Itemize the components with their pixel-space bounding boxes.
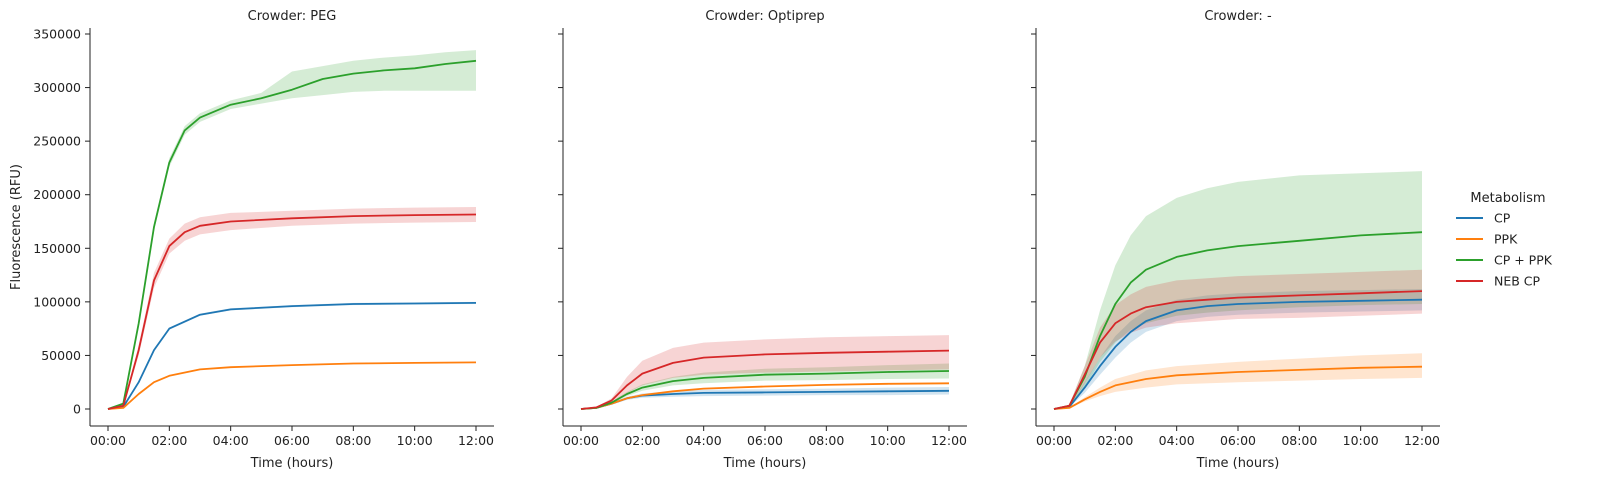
panel-2: Crowder: Optiprep 00:00 02:00 04:00 06:00 08:… xyxy=(558,9,967,471)
legend-label: PPK xyxy=(1494,232,1518,247)
x-tick-label: 12:00 xyxy=(1404,433,1440,448)
x-tick-label: 00:00 xyxy=(90,433,126,448)
x-tick-label: 04:00 xyxy=(213,433,249,448)
x-tick-label: 06:00 xyxy=(747,433,783,448)
y-tick-label: 0 xyxy=(73,402,81,417)
y-tick-label: 50000 xyxy=(41,348,81,363)
x-axis-title: Time (hours) xyxy=(250,456,334,471)
chart-panels: Crowder: PEG 00:00 02:00 04:00 06:00 08:00 10:… xyxy=(9,9,1440,471)
series-line-cp xyxy=(107,302,477,410)
x-tick-label: 06:00 xyxy=(274,433,310,448)
y-tick-label: 200000 xyxy=(33,187,81,202)
y-tick-label: 300000 xyxy=(33,80,81,95)
x-tick-label: 10:00 xyxy=(397,433,433,448)
confidence-band-ppk xyxy=(108,361,476,409)
x-axis-title: Time (hours) xyxy=(1196,456,1280,471)
series-line-cp-ppk xyxy=(107,59,477,410)
confidence-band-neb-cp xyxy=(1054,269,1422,409)
x-tick-label: 08:00 xyxy=(335,433,371,448)
x-tick-label: 02:00 xyxy=(1097,433,1133,448)
x-tick-label: 12:00 xyxy=(931,433,967,448)
y-tick-label: 350000 xyxy=(33,27,81,42)
x-tick-label: 12:00 xyxy=(458,433,494,448)
confidence-band-cp-ppk xyxy=(1054,171,1422,409)
confidence-band-neb-cp xyxy=(581,335,949,409)
legend-label: NEB CP xyxy=(1494,274,1541,289)
y-tick-label: 100000 xyxy=(33,294,81,309)
legend-label: CP xyxy=(1494,211,1511,226)
x-axis-title: Time (hours) xyxy=(723,456,807,471)
x-tick-label: 06:00 xyxy=(1220,433,1256,448)
series-line-neb-cp xyxy=(107,213,477,410)
panel-title: Crowder: PEG xyxy=(248,9,337,24)
series-line-cp-ppk xyxy=(1053,231,1423,410)
confidence-band-ppk xyxy=(1054,353,1422,409)
series-line-ppk xyxy=(107,361,477,410)
confidence-band-cp-ppk xyxy=(581,363,949,409)
x-tick-label: 08:00 xyxy=(808,433,844,448)
x-tick-label: 02:00 xyxy=(624,433,660,448)
panel-title: Crowder: Optiprep xyxy=(705,9,824,24)
confidence-band-cp xyxy=(1054,289,1422,409)
x-tick-label: 10:00 xyxy=(870,433,906,448)
series-line-cp-ppk xyxy=(580,370,950,410)
x-tick-label: 02:00 xyxy=(151,433,187,448)
series-line-cp xyxy=(1053,298,1423,410)
confidence-band-cp-ppk xyxy=(108,50,476,409)
y-tick-label: 250000 xyxy=(33,134,81,149)
x-tick-label: 00:00 xyxy=(1036,433,1072,448)
x-tick-label: 04:00 xyxy=(686,433,722,448)
series-line-ppk xyxy=(1053,365,1423,410)
panel-1: Crowder: PEG 00:00 02:00 04:00 06:00 08:00 10:… xyxy=(9,9,494,471)
panel-3: Crowder: - 00:00 02:00 04:00 06:00 08:00 10:00… xyxy=(1031,9,1440,471)
series-line-neb-cp xyxy=(1053,290,1423,410)
legend: Metabolism CP PPK CP + PPK NEB CP xyxy=(1456,191,1553,289)
x-tick-label: 04:00 xyxy=(1159,433,1195,448)
y-axis-title: Fluorescence (RFU) xyxy=(9,164,24,290)
x-tick-label: 00:00 xyxy=(563,433,599,448)
x-tick-label: 08:00 xyxy=(1281,433,1317,448)
panel-title: Crowder: - xyxy=(1204,9,1272,24)
legend-title: Metabolism xyxy=(1470,191,1545,206)
series-line-neb-cp xyxy=(580,349,950,410)
y-tick-label: 150000 xyxy=(33,241,81,256)
x-tick-label: 10:00 xyxy=(1343,433,1379,448)
legend-label: CP + PPK xyxy=(1494,253,1553,268)
confidence-band-cp xyxy=(108,301,476,409)
